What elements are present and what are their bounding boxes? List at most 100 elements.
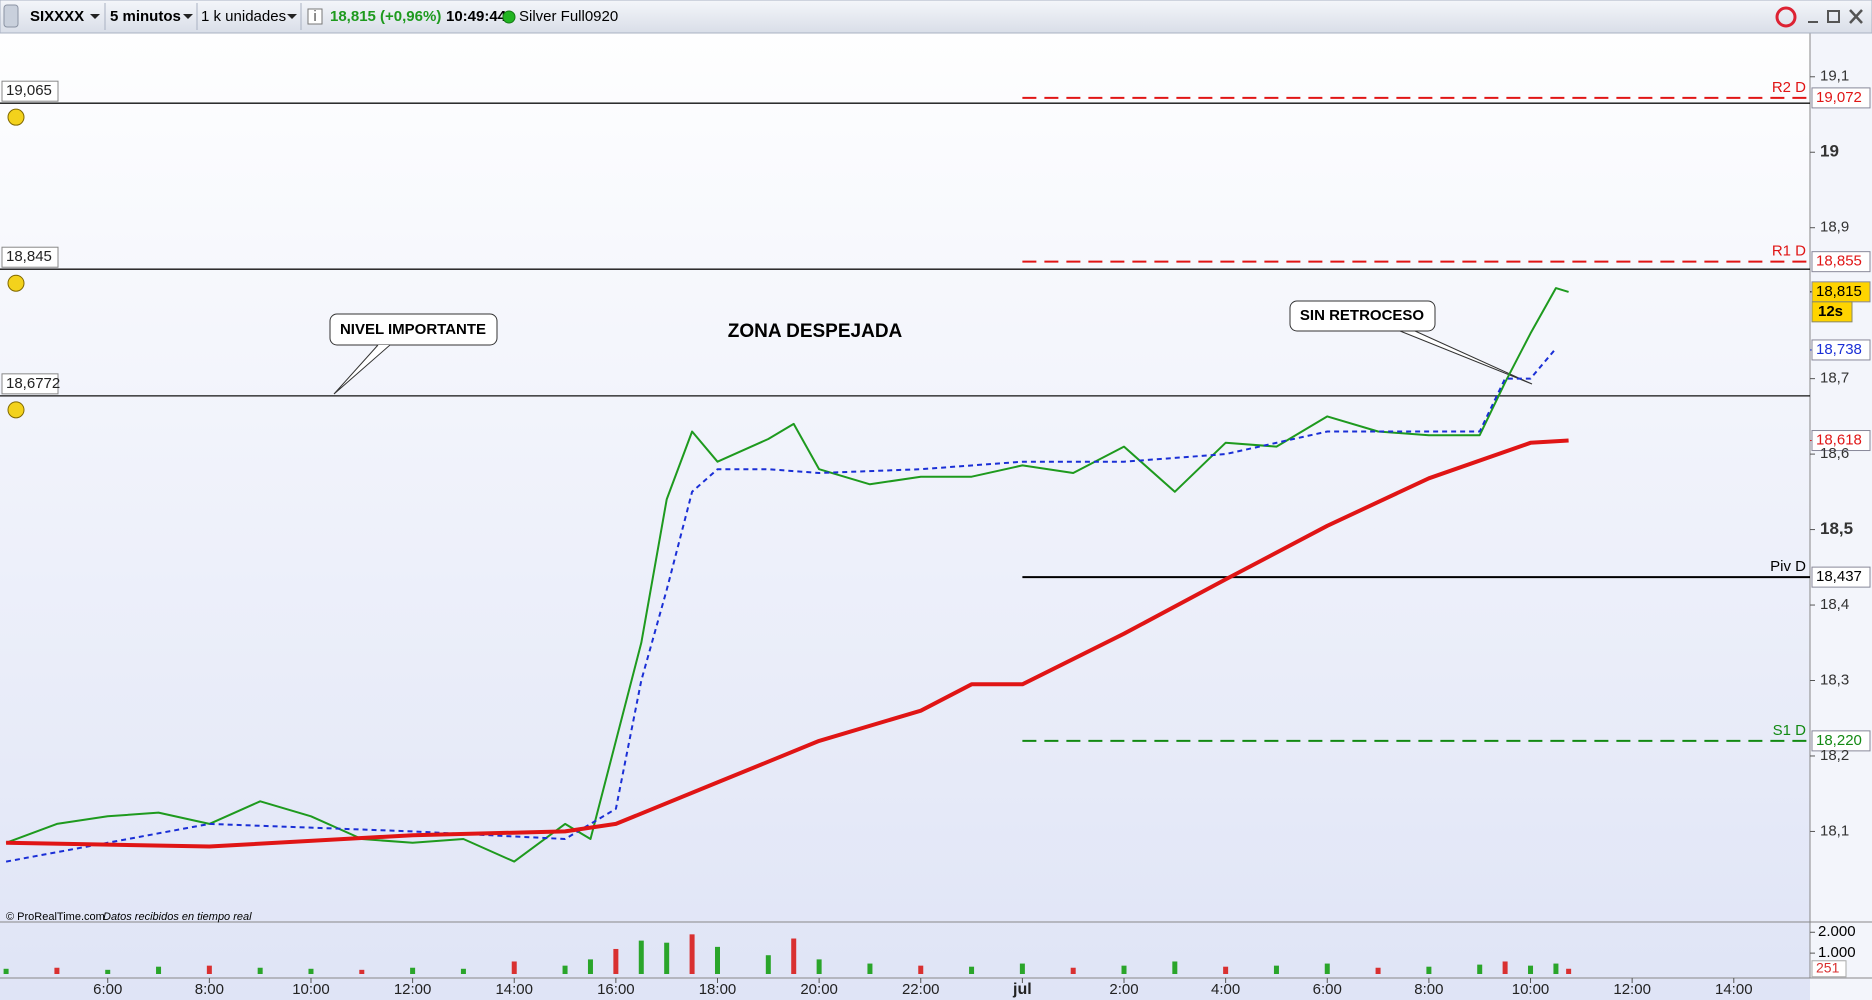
dropdown-arrow[interactable] — [287, 14, 297, 19]
volume-bar — [638, 940, 644, 974]
volume-bar — [1477, 964, 1483, 974]
plot-layer: 19,065 18,845 18,6772 R2 D R1 D Piv D S1 D — [0, 79, 1810, 863]
account: Silver Full0920 — [519, 8, 618, 25]
price-tag: 18,220 — [1816, 732, 1862, 749]
volume-bar — [867, 963, 873, 974]
price-tag: 18,815 — [1816, 283, 1862, 300]
volume-bar — [1502, 961, 1508, 974]
volume-bar — [1553, 963, 1559, 974]
series-line — [5, 287, 1569, 863]
symbol[interactable]: SIXXXX — [30, 8, 84, 25]
x-tick-label: 18:00 — [699, 981, 737, 998]
alert-bell — [7, 108, 25, 126]
level-label: 18,6772 — [6, 375, 60, 392]
maximize-button[interactable] — [1827, 10, 1840, 23]
connection-status — [502, 10, 516, 24]
volume-bar — [1566, 968, 1572, 974]
series-line — [5, 347, 1557, 863]
x-tick-label: 8:00 — [1414, 981, 1443, 998]
y-tick-label: 19,1 — [1820, 68, 1849, 85]
volume-bar — [105, 969, 111, 974]
copyright: © ProRealTime.com — [6, 911, 105, 923]
y-tick-label: 18,1 — [1820, 822, 1849, 839]
alert-bell — [7, 274, 25, 292]
price-tag: 18,618 — [1816, 431, 1862, 448]
volume-bar — [689, 934, 695, 974]
y-tick-label: 18,2 — [1820, 747, 1849, 764]
x-tick-label: 12:00 — [394, 981, 432, 998]
price-tag: 18,855 — [1816, 253, 1862, 270]
x-tick-label: 14:00 — [1715, 981, 1753, 998]
x-tick-label: 6:00 — [93, 981, 122, 998]
dropdown-arrow[interactable] — [90, 14, 100, 19]
x-tick-label: 22:00 — [902, 981, 940, 998]
callout-pointer — [333, 344, 391, 395]
x-tick-label: 2:00 — [1109, 981, 1138, 998]
pivot-name: Piv D — [1770, 558, 1806, 575]
price-tag-box — [1811, 566, 1871, 588]
volume-bar — [613, 948, 619, 974]
y-tick-label: 18,9 — [1820, 219, 1849, 236]
annotation: ZONA DESPEJADA — [728, 321, 903, 342]
close-button[interactable] — [1849, 9, 1863, 24]
y-tick-label: 18,4 — [1820, 596, 1849, 613]
period[interactable]: 5 minutos — [110, 8, 181, 25]
info-icon[interactable] — [307, 8, 323, 25]
sync-icon[interactable] — [1775, 6, 1797, 28]
x-tick-label: 10:00 — [292, 981, 330, 998]
volume-bar — [460, 968, 466, 974]
units[interactable]: 1 k unidades — [201, 8, 286, 25]
volume-bar — [1121, 965, 1127, 974]
menu-handle[interactable] — [3, 4, 19, 28]
volume-bar — [511, 961, 517, 974]
level-label: 19,065 — [6, 82, 52, 99]
dropdown-arrow[interactable] — [183, 14, 193, 19]
volume-bar — [714, 946, 720, 974]
x-tick-label: 12:00 — [1613, 981, 1651, 998]
x-tick-label: 4:00 — [1211, 981, 1240, 998]
x-tick-label: 16:00 — [597, 981, 635, 998]
overlay-layer: 19,072 18,855 18,437 18,220 18,815 18,738 18,6… — [1810, 87, 1871, 752]
price-tag-box — [1811, 87, 1871, 109]
level-label-box — [1, 80, 59, 102]
price-tag-box — [1811, 251, 1871, 273]
y-tick-label: 18,6 — [1820, 445, 1849, 462]
volume-bar — [1070, 967, 1076, 974]
volume-tick-label: 2.000 — [1818, 923, 1856, 940]
info-icon-glyph: i — [313, 8, 316, 25]
volume-bar — [257, 967, 263, 974]
price-tag: 18,437 — [1816, 568, 1862, 585]
x-tick-label: 8:00 — [195, 981, 224, 998]
volume-bar — [1528, 965, 1534, 974]
window-controls — [1775, 6, 1863, 28]
volume-bar — [1223, 966, 1229, 974]
price-tag: 19,072 — [1816, 89, 1862, 106]
volume-bar — [3, 968, 9, 974]
volume-tag: 251 — [1816, 959, 1840, 975]
volume-bar — [1426, 966, 1432, 974]
volume-bar — [359, 969, 365, 974]
volume-bar — [156, 966, 162, 974]
x-tick-label: 6:00 — [1313, 981, 1342, 998]
volume-bar — [206, 965, 212, 974]
pivot-name: R2 D — [1772, 79, 1806, 96]
callout-pointer — [1399, 330, 1533, 385]
volume-bar — [1375, 967, 1381, 974]
price-tag-box — [1811, 430, 1871, 452]
y-tick-label: 19 — [1820, 142, 1839, 161]
volume-bar — [308, 968, 314, 974]
x-tick-label: 10:00 — [1512, 981, 1550, 998]
volume-bar — [791, 938, 797, 974]
volume-tick-label: 1.000 — [1818, 944, 1856, 961]
countdown: 12s — [1818, 303, 1843, 320]
status: Datos recibidos en tiempo real — [103, 911, 252, 923]
annotation: NIVEL IMPORTANTE — [340, 321, 486, 338]
volume-bar — [587, 959, 593, 974]
volume-bar — [1172, 961, 1178, 974]
level-label: 18,845 — [6, 248, 52, 265]
clock: 10:49:44 — [446, 8, 507, 25]
y-tick-label: 18,3 — [1820, 671, 1849, 688]
